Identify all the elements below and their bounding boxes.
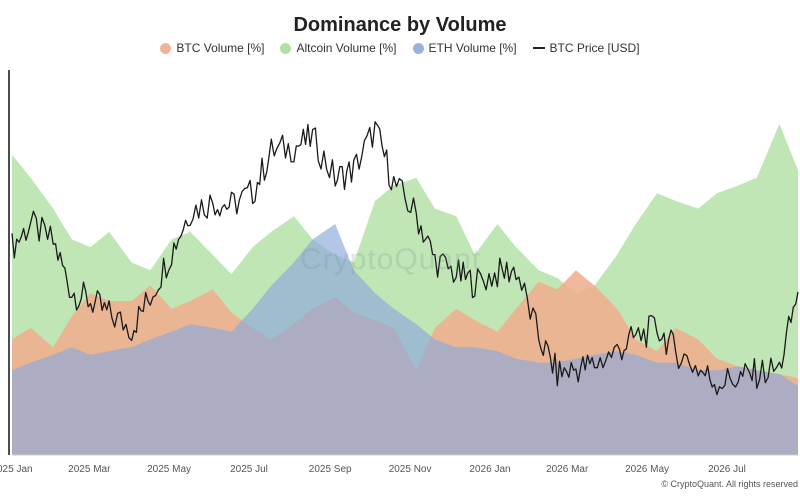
line-btc-price [11, 121, 799, 396]
legend-item-eth-volume[interactable]: ETH Volume [%] [412, 41, 517, 55]
x-tick-label: 2025 Mar [68, 464, 111, 475]
area-eth-volume [12, 224, 798, 455]
watermark: CryptoQuant [300, 243, 482, 276]
legend-item-btc-price[interactable]: BTC Price [USD] [532, 41, 640, 55]
legend-label-btc-price: BTC Price [USD] [549, 41, 640, 55]
x-tick-label: 2026 May [625, 464, 669, 475]
legend-swatch-btc-price [532, 47, 545, 49]
legend-label-altcoin-volume: Altcoin Volume [%] [296, 41, 397, 55]
chart-title: Dominance by Volume [293, 14, 507, 36]
x-tick-label: 2025 Jan [0, 464, 33, 475]
x-tick-label: 2025 Nov [389, 464, 432, 475]
x-tick-label: 2025 Jul [230, 464, 268, 475]
x-tick-label: 2025 Sep [309, 464, 352, 475]
x-tick-label: 2026 Jul [708, 464, 746, 475]
legend-label-btc-volume: BTC Volume [%] [176, 41, 265, 55]
credit-text: © CryptoQuant. All rights reserved [661, 479, 798, 489]
legend-label-eth-volume: ETH Volume [%] [428, 41, 517, 55]
legend: BTC Volume [%] Altcoin Volume [%] ETH Vo… [0, 41, 800, 55]
x-tick-label: 2026 Mar [546, 464, 589, 475]
legend-item-altcoin-volume[interactable]: Altcoin Volume [%] [280, 41, 397, 55]
legend-swatch-btc-volume [160, 42, 172, 54]
legend-swatch-eth-volume [412, 42, 424, 54]
legend-item-btc-volume[interactable]: BTC Volume [%] [160, 41, 264, 55]
legend-swatch-altcoin-volume [280, 42, 292, 54]
x-tick-label: 2025 May [147, 464, 191, 475]
x-tick-label: 2026 Jan [469, 464, 510, 475]
